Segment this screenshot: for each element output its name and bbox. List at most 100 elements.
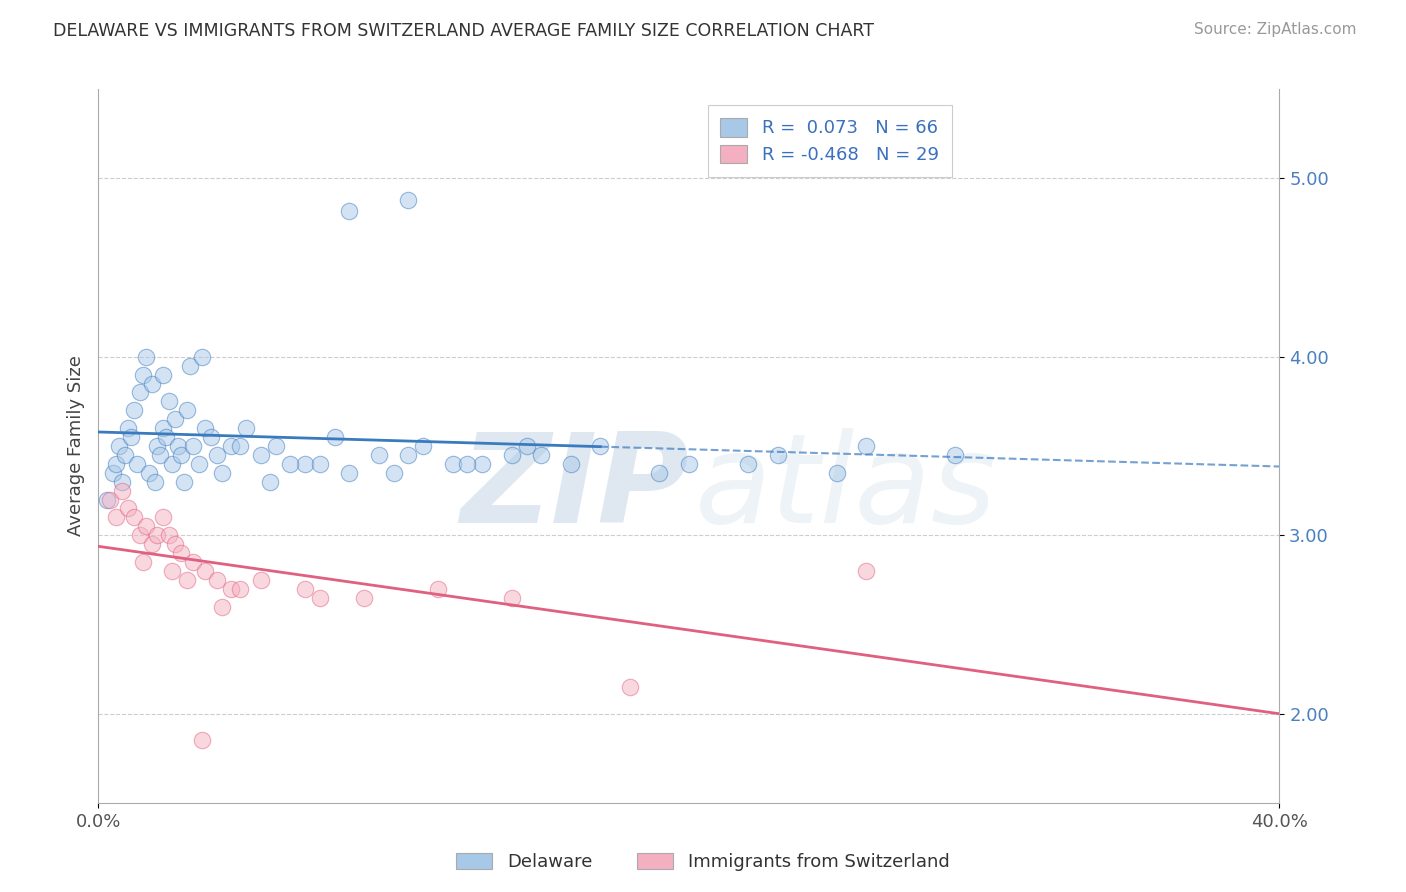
Text: Source: ZipAtlas.com: Source: ZipAtlas.com [1194, 22, 1357, 37]
Point [560, 457, 582, 471]
Point [132, 555, 155, 569]
Point [181, 555, 204, 569]
Point [170, 546, 193, 560]
Point [221, 439, 243, 453]
Point [114, 448, 136, 462]
Point [205, 573, 228, 587]
Point [825, 466, 848, 480]
Point [457, 457, 479, 471]
Point [235, 421, 257, 435]
Point [117, 421, 139, 435]
Point [135, 519, 157, 533]
Point [98, 492, 121, 507]
Legend: R =  0.073   N = 66, R = -0.468   N = 29: R = 0.073 N = 66, R = -0.468 N = 29 [707, 105, 952, 177]
Point [157, 528, 180, 542]
Point [412, 439, 434, 453]
Point [398, 448, 420, 462]
Point [309, 457, 332, 471]
Point [141, 537, 163, 551]
Point [187, 457, 209, 471]
Point [108, 439, 131, 453]
Point [152, 510, 174, 524]
Text: ZIP: ZIP [460, 428, 689, 549]
Point [122, 403, 145, 417]
Point [181, 439, 204, 453]
Point [737, 457, 759, 471]
Point [200, 430, 222, 444]
Point [120, 430, 142, 444]
Point [194, 564, 217, 578]
Point [165, 412, 187, 426]
Point [398, 193, 420, 207]
Point [146, 439, 169, 453]
Point [229, 439, 252, 453]
Point [143, 475, 166, 489]
Point [530, 448, 553, 462]
Point [441, 457, 464, 471]
Point [855, 564, 877, 578]
Point [179, 359, 201, 373]
Text: DELAWARE VS IMMIGRANTS FROM SWITZERLAND AVERAGE FAMILY SIZE CORRELATION CHART: DELAWARE VS IMMIGRANTS FROM SWITZERLAND … [53, 22, 875, 40]
Point [353, 591, 375, 605]
Text: atlas: atlas [695, 428, 997, 549]
Point [117, 501, 139, 516]
Point [170, 448, 193, 462]
Point [501, 448, 523, 462]
Point [141, 376, 163, 391]
Point [309, 591, 332, 605]
Point [589, 439, 612, 453]
Point [678, 457, 700, 471]
Point [382, 466, 405, 480]
Point [339, 466, 361, 480]
Point [766, 448, 789, 462]
Point [943, 448, 966, 462]
Point [125, 457, 148, 471]
Point [157, 394, 180, 409]
Point [191, 733, 214, 747]
Y-axis label: Average Family Size: Average Family Size [66, 356, 84, 536]
Point [176, 403, 198, 417]
Point [648, 466, 671, 480]
Point [152, 368, 174, 382]
Point [259, 475, 281, 489]
Point [122, 510, 145, 524]
Point [167, 439, 190, 453]
Point [855, 439, 877, 453]
Point [191, 350, 214, 364]
Point [165, 537, 187, 551]
Point [152, 421, 174, 435]
Point [162, 457, 183, 471]
Point [250, 573, 273, 587]
Point [105, 510, 128, 524]
Point [149, 448, 172, 462]
Point [250, 448, 273, 462]
Legend: Delaware, Immigrants from Switzerland: Delaware, Immigrants from Switzerland [449, 846, 957, 879]
Point [294, 582, 316, 596]
Point [427, 582, 450, 596]
Point [194, 421, 217, 435]
Point [619, 680, 641, 694]
Point [111, 475, 134, 489]
Point [132, 368, 155, 382]
Point [501, 591, 523, 605]
Point [103, 466, 125, 480]
Point [135, 350, 157, 364]
Point [339, 203, 361, 218]
Point [205, 448, 228, 462]
Point [138, 466, 160, 480]
Point [211, 599, 233, 614]
Point [516, 439, 538, 453]
Point [211, 466, 233, 480]
Point [155, 430, 177, 444]
Point [146, 528, 169, 542]
Point [229, 582, 252, 596]
Point [221, 582, 243, 596]
Point [162, 564, 183, 578]
Point [176, 573, 198, 587]
Point [368, 448, 391, 462]
Point [111, 483, 134, 498]
Point [128, 528, 150, 542]
Point [96, 492, 118, 507]
Point [105, 457, 128, 471]
Point [294, 457, 316, 471]
